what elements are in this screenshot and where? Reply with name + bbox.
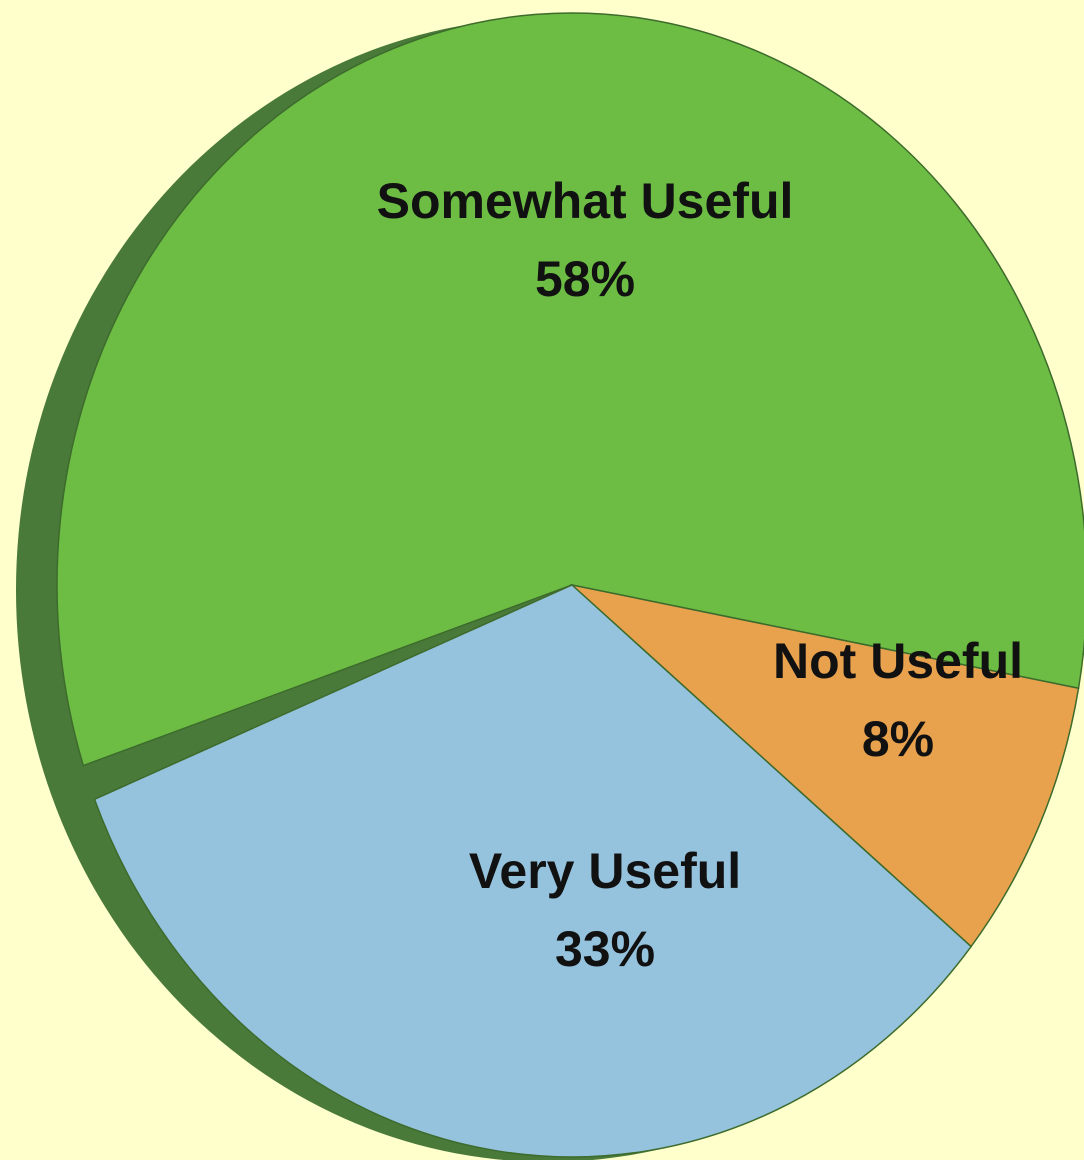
slice-value-label: 58% bbox=[535, 251, 635, 307]
slice-value-label: 33% bbox=[555, 921, 655, 977]
pie-slice bbox=[569, 583, 1080, 948]
slice-label: Somewhat Useful bbox=[377, 173, 794, 229]
slice-value-label: 8% bbox=[862, 711, 934, 767]
slice-label: Not Useful bbox=[773, 633, 1023, 689]
pie-slice bbox=[93, 584, 973, 1158]
labels: Somewhat Useful 58% Not Useful 8% Very Usefu… bbox=[377, 173, 1023, 977]
pie-slice bbox=[56, 12, 1084, 767]
slice-label: Very Useful bbox=[469, 843, 741, 899]
slices bbox=[56, 12, 1084, 1158]
